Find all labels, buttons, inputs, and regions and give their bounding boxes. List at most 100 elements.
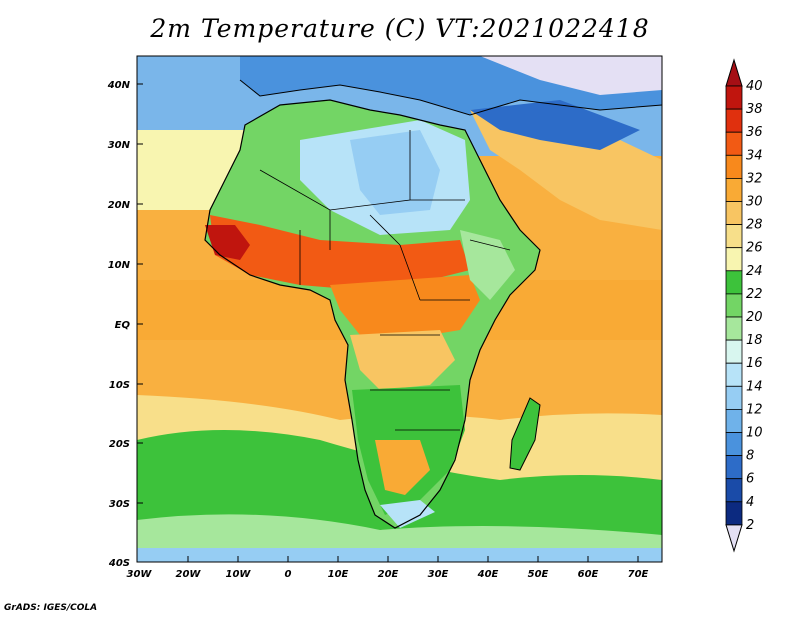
lon-tick-20w: 20W — [176, 556, 202, 580]
colorbar-bottom-arrow — [725, 524, 743, 553]
colorbar-box — [725, 432, 743, 457]
lat-label-30s: 30S — [109, 499, 130, 510]
lat-tick-10s: 10S — [109, 380, 143, 391]
map-frame: 40N 30N 20N 10N EQ 10S 20S 30S 40S 30W 2… — [107, 55, 663, 580]
central-africa-warm — [330, 275, 480, 340]
colorbar-label: 22 — [746, 287, 763, 302]
cape-cool — [380, 500, 435, 528]
kalahari-warm — [375, 440, 430, 495]
lat-label-10n: 10N — [108, 260, 131, 271]
lon-label-30w: 30W — [127, 569, 153, 580]
lon-label-70e: 70E — [628, 569, 649, 580]
lon-tick-30e: 30E — [428, 556, 449, 580]
lat-tick-10n: 10N — [108, 260, 143, 271]
country-borders — [259, 130, 511, 431]
colorbar-box — [725, 201, 743, 226]
lat-tick-eq: EQ — [115, 320, 143, 331]
lat-tick-20s: 20S — [109, 439, 143, 450]
colorbar-label: 30 — [746, 195, 763, 210]
lat-tick-30s: 30S — [109, 499, 143, 510]
lat-label-eq: EQ — [115, 320, 131, 331]
lat-label-30n: 30N — [108, 140, 131, 151]
colorbar-label: 6 — [746, 472, 754, 487]
eurasia-cold — [480, 56, 662, 95]
ocean-south-blue — [137, 548, 662, 562]
lon-label-10w: 10W — [226, 569, 252, 580]
colorbar-label: 12 — [746, 402, 763, 417]
colorbar-label: 36 — [746, 125, 763, 140]
colorbar-box — [725, 178, 743, 202]
lon-label-20e: 20E — [378, 569, 399, 580]
colorbar-label: 28 — [746, 218, 763, 233]
colorbar-label: 34 — [746, 148, 763, 163]
colorbar-box — [725, 455, 743, 480]
colorbar-label: 32 — [746, 171, 763, 186]
lon-label-0: 0 — [285, 569, 292, 580]
madagascar — [509, 397, 541, 471]
lat-tick-20n: 20N — [108, 200, 143, 211]
colorbar-top-arrow — [725, 58, 743, 87]
lon-tick-10w: 10W — [226, 556, 252, 580]
map-title: 2m Temperature (C) VT:2021022418 — [150, 14, 650, 43]
lat-label-20n: 20N — [108, 200, 131, 211]
lat-tick-40s: 40S — [108, 558, 130, 569]
colorbar-label: 10 — [746, 426, 763, 441]
lon-tick-70e: 70E — [628, 556, 649, 580]
colorbar-label: 24 — [746, 264, 763, 279]
lat-tick-40n: 40N — [107, 80, 143, 91]
colorbar-label: 14 — [746, 379, 763, 394]
middle-east-highlands — [470, 100, 640, 150]
lat-label-10s: 10S — [109, 380, 130, 391]
sahel-hot-band — [210, 215, 470, 290]
colorbar-box — [725, 478, 743, 503]
colorbar-labels: 40 38 36 34 32 30 28 26 24 22 20 18 16 14 12 10 8 6 4 2 — [746, 79, 763, 533]
lon-tick-10e: 10E — [328, 556, 349, 580]
colorbar-label: 18 — [746, 333, 763, 348]
lon-label-60e: 60E — [578, 569, 599, 580]
congo-basin — [350, 330, 455, 390]
lon-tick-20e: 20E — [378, 556, 399, 580]
colorbar-label: 38 — [746, 102, 763, 117]
colorbar-box — [725, 108, 743, 133]
colorbar-box — [725, 85, 743, 110]
lon-label-40e: 40E — [477, 569, 499, 580]
colorbar-label: 26 — [746, 241, 763, 256]
colorbar-label: 8 — [746, 449, 754, 464]
colorbar-box — [725, 339, 743, 364]
colorbar-box — [725, 293, 743, 318]
sahara-cooler — [350, 130, 440, 215]
colorbar-box — [725, 408, 743, 433]
colorbar-label: 2 — [746, 518, 754, 533]
colorbar-box — [725, 362, 743, 387]
colorbar-box — [725, 270, 743, 295]
lon-label-10e: 10E — [328, 569, 349, 580]
colorbar-box — [725, 131, 743, 156]
colorbar-boxes — [725, 58, 743, 553]
colorbar-label: 20 — [746, 310, 763, 325]
colorbar-label: 16 — [746, 356, 763, 371]
colorbar-box — [725, 316, 743, 341]
lat-label-40s: 40S — [108, 558, 130, 569]
africa-coastline — [204, 99, 541, 529]
lon-ticks: 30W 20W 10W 0 10E 20E 30E 40E 50E 60E 70… — [127, 556, 649, 580]
plot-border — [136, 55, 663, 563]
arabia-land — [470, 105, 662, 230]
lon-label-20w: 20W — [176, 569, 202, 580]
lon-label-50e: 50E — [528, 569, 549, 580]
lat-ticks: 40N 30N 20N 10N EQ 10S 20S 30S 40S — [107, 80, 143, 569]
colorbar-box — [725, 154, 743, 179]
lat-tick-30n: 30N — [108, 140, 143, 151]
lon-tick-40e: 40E — [477, 556, 499, 580]
colorbar-box — [725, 501, 743, 526]
lon-tick-50e: 50E — [528, 556, 549, 580]
colorbar-box — [725, 247, 743, 272]
lat-label-20s: 20S — [109, 439, 130, 450]
colorbar-label: 40 — [746, 79, 763, 94]
lon-tick-0: 0 — [285, 556, 292, 580]
lon-tick-30w: 30W — [127, 569, 153, 580]
credit-text: GrADS: IGES/COLA — [4, 603, 98, 613]
lon-label-30e: 30E — [428, 569, 449, 580]
colorbar-label: 4 — [746, 495, 754, 510]
lon-tick-60e: 60E — [578, 556, 599, 580]
lat-label-40n: 40N — [107, 80, 131, 91]
